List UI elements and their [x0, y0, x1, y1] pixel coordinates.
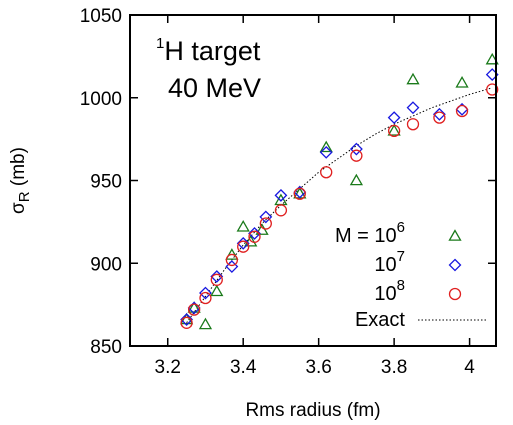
y-tick-label: 950: [90, 172, 122, 193]
legend-label-main: 10: [374, 254, 396, 276]
legend-label-exact: Exact: [355, 309, 405, 331]
diamond-point: [236, 236, 250, 250]
circle-point: [248, 230, 261, 243]
legend-label-main: 10: [374, 283, 396, 305]
legend-label-main: M = 10: [335, 225, 397, 247]
diamond-point: [319, 145, 333, 159]
legend-label-exponent: 7: [397, 248, 405, 265]
circle-point: [210, 273, 223, 286]
diamond-point: [274, 188, 288, 202]
axis-ticks: 3.2 3.4 3.6 3.8 4 850 900 950 1000 1050: [80, 6, 496, 378]
data-points-layer: [179, 52, 499, 330]
legend-label: 108: [374, 277, 405, 305]
circle-point: [237, 240, 250, 253]
triangle-point: [485, 52, 499, 65]
triangle-point: [387, 124, 401, 136]
annotation-target-main: H target: [164, 36, 261, 66]
x-tick-label: 3.8: [381, 357, 407, 378]
triangle-point: [319, 140, 333, 153]
legend-label-exponent: 6: [397, 219, 405, 236]
diamond-point: [180, 313, 194, 326]
diamond-point: [387, 111, 401, 125]
triangle-point: [179, 312, 194, 325]
triangle-point: [349, 173, 364, 186]
diamond-point: [248, 227, 261, 240]
triangle-point: [225, 248, 239, 260]
circle-point: [433, 111, 446, 124]
triangle-point: [236, 220, 250, 232]
legend-marker: [448, 229, 462, 241]
y-axis-label-main: σ: [8, 202, 29, 214]
circle-point: [293, 187, 306, 200]
circle-point: [350, 149, 363, 162]
y-tick-label: 850: [90, 337, 122, 358]
legend-label: 107: [374, 248, 405, 276]
circle-point: [320, 166, 333, 179]
circle-point: [486, 83, 499, 96]
x-tick-label: 3.6: [305, 357, 331, 378]
circle-point: [225, 253, 239, 267]
diamond-point: [349, 142, 363, 156]
x-tick-label: 3.4: [230, 357, 257, 378]
triangle-point: [198, 317, 213, 330]
legend-label: M = 106: [335, 219, 405, 247]
y-tick-label: 1050: [80, 6, 122, 27]
y-axis-label: σR (mb): [8, 147, 33, 214]
diamond-point: [199, 286, 212, 300]
circle-point: [259, 217, 272, 230]
diamond-point: [225, 260, 239, 273]
triangle-point: [455, 76, 469, 88]
circle-point: [199, 291, 212, 305]
circle-point: [274, 204, 288, 217]
exact-curve: [186, 87, 493, 324]
triangle-point: [187, 301, 201, 313]
annotation-energy: 40 MeV: [168, 73, 261, 103]
circle-point: [180, 316, 193, 329]
y-tick-label: 900: [90, 254, 122, 275]
legend-marker: [448, 287, 462, 301]
exact-curve-layer: [186, 87, 493, 324]
y-tick-label: 1000: [80, 89, 122, 110]
triangle-point: [406, 72, 420, 85]
diamond-point: [406, 101, 420, 115]
y-axis-label-unit: (mb): [8, 147, 29, 191]
annotation-target-superscript: 1: [156, 35, 164, 52]
triangle-point: [210, 284, 224, 297]
x-axis-label: Rms radius (fm): [245, 400, 380, 421]
x-tick-label: 4: [464, 357, 475, 378]
diamond-point: [259, 210, 273, 224]
circle-point: [387, 124, 401, 138]
x-tick-label: 3.2: [155, 357, 181, 378]
legend-marker: [448, 258, 462, 272]
annotation-target: 1H target: [156, 35, 261, 66]
diamond-point: [432, 107, 446, 121]
diamond-point: [210, 270, 224, 283]
triangle-point: [244, 234, 258, 247]
circle-point: [187, 303, 201, 316]
circle-point: [455, 104, 469, 118]
circle-point: [406, 118, 420, 131]
legend-label-exponent: 8: [397, 277, 405, 294]
y-axis-label-subscript: R: [16, 191, 33, 202]
